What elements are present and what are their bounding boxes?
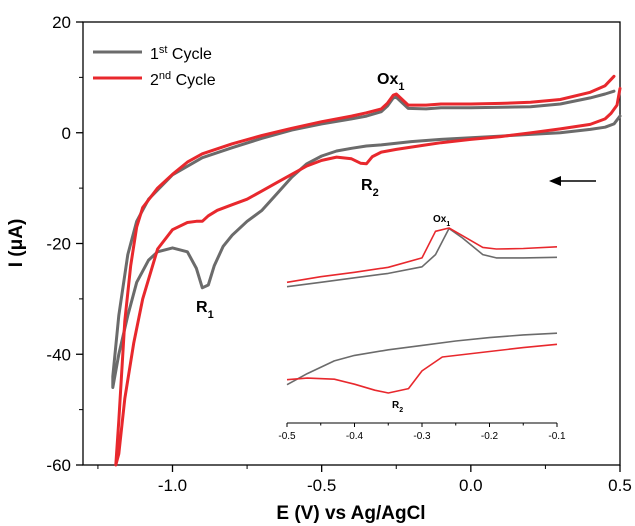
inset-x-tick-label: -0.2: [481, 431, 499, 442]
inset-ox1-label: Ox1: [433, 214, 450, 228]
series-line-1: [111, 89, 622, 389]
x-tick-label: 0.0: [459, 476, 483, 495]
inset-series: [286, 227, 558, 394]
x-tick-label: -1.0: [158, 476, 187, 495]
y-axis-title: I (μA): [6, 219, 27, 268]
r2-label: R2: [361, 177, 379, 199]
inset-x-ticks: -0.5 -0.4 -0.3 -0.2 -0.1: [278, 423, 566, 442]
y-tick-label: -40: [46, 345, 71, 364]
ox1-label: Ox1: [377, 71, 404, 93]
main-series: [111, 74, 622, 467]
x-tick-label: 0.5: [608, 476, 632, 495]
y-tick-label: 20: [52, 13, 71, 32]
inset-x-tick-label: -0.5: [278, 431, 296, 442]
legend-label-1: 1st Cycle: [150, 44, 212, 63]
inset-reduction-cycle-2: [286, 343, 558, 394]
y-tick-label: -20: [46, 235, 71, 254]
inset-r2-label: R2: [392, 400, 403, 414]
scan-direction-arrow: [549, 176, 596, 186]
y-tick-label: 0: [62, 124, 71, 143]
inset-x-tick-label: -0.3: [413, 431, 431, 442]
series-line-2: [114, 74, 622, 467]
legend-label-2: 2nd Cycle: [150, 70, 216, 89]
inset-reduction-cycle-1: [286, 332, 558, 386]
x-axis-ticks: -1.0 -0.5 0.0 0.5: [97, 465, 632, 495]
y-axis-ticks: 20 0 -20 -40 -60: [46, 13, 83, 475]
legend: 1st Cycle 2nd Cycle: [93, 44, 216, 89]
x-tick-label: -0.5: [307, 476, 336, 495]
r1-label: R1: [196, 299, 214, 321]
y-tick-label: -60: [46, 456, 71, 475]
inset-plot: -0.5 -0.4 -0.3 -0.2 -0.1 Ox1 R2: [278, 214, 566, 442]
inset-oxidation-cycle-2: [286, 227, 558, 284]
inset-x-tick-label: -0.4: [346, 431, 364, 442]
inset-x-tick-label: -0.1: [548, 431, 566, 442]
inset-oxidation-cycle-1: [286, 227, 558, 288]
x-axis-title: E (V) vs Ag/AgCl: [276, 503, 425, 524]
